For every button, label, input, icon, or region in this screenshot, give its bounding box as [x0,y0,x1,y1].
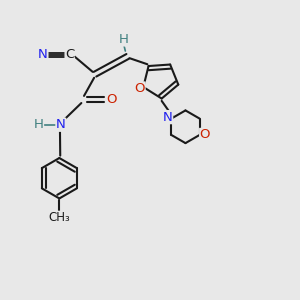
Text: H: H [34,118,44,131]
Text: O: O [134,82,145,95]
Text: H: H [118,33,128,46]
Text: O: O [200,128,210,141]
Text: N: N [38,48,48,62]
Text: CH₃: CH₃ [49,211,70,224]
Text: O: O [106,93,117,106]
Text: N: N [56,118,66,131]
Text: N: N [163,111,172,124]
Text: C: C [65,48,74,62]
